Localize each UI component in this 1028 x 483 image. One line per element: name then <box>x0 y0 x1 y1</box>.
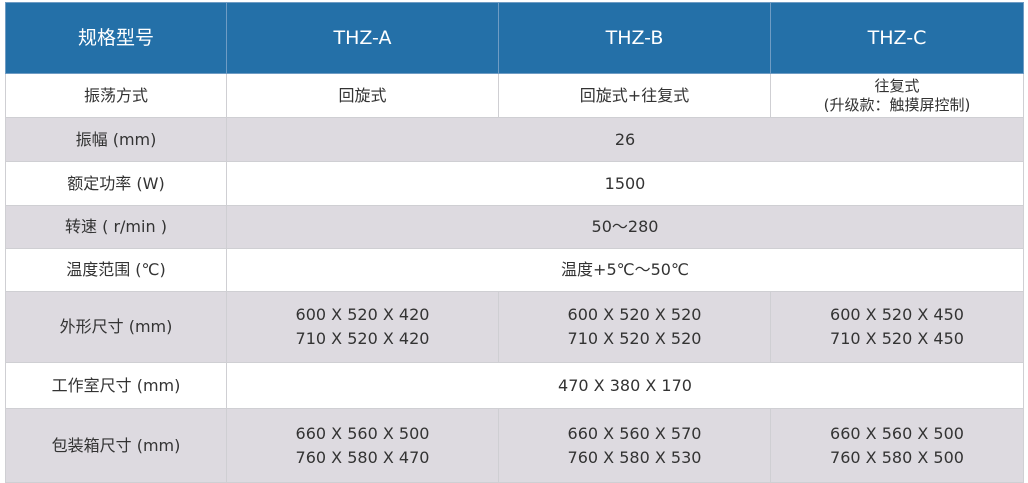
cell-b: 600 X 520 X 520 710 X 520 X 520 <box>498 291 771 363</box>
header-thz-c: THZ-C <box>770 2 1024 74</box>
row-label: 额定功率 (W) <box>5 161 227 206</box>
size-line: 760 X 580 X 530 <box>567 447 702 467</box>
size-line: 760 X 580 X 470 <box>295 447 430 467</box>
cell-b: 回旋式+往复式 <box>498 73 771 118</box>
row-label: 包装箱尺寸 (mm) <box>5 408 227 483</box>
cell-a: 600 X 520 X 420 710 X 520 X 420 <box>226 291 499 363</box>
row-package-size: 包装箱尺寸 (mm) 660 X 560 X 500 760 X 580 X 47… <box>5 408 1024 483</box>
row-outer-size: 外形尺寸 (mm) 600 X 520 X 420 710 X 520 X 420… <box>5 291 1024 363</box>
header-thz-a: THZ-A <box>226 2 499 74</box>
header-model: 规格型号 <box>5 2 227 74</box>
size-line: 600 X 520 X 450 <box>830 305 964 324</box>
cell-c: 600 X 520 X 450 710 X 520 X 450 <box>770 291 1024 363</box>
cell-c-line2: (升级款：触摸屏控制) <box>823 95 971 114</box>
size-line: 660 X 560 X 500 <box>830 423 964 443</box>
cell-value: 温度+5℃～50℃ <box>226 248 1024 292</box>
size-line: 760 X 580 X 500 <box>830 447 964 467</box>
cell-c-line1: 往复式 <box>874 76 920 95</box>
row-label: 转速 ( r/min ) <box>5 205 227 249</box>
header-row: 规格型号 THZ-A THZ-B THZ-C <box>5 2 1024 74</box>
row-oscillation: 振荡方式 回旋式 回旋式+往复式 往复式 (升级款：触摸屏控制) <box>5 73 1024 118</box>
cell-value: 470 X 380 X 170 <box>226 362 1024 409</box>
cell-value: 1500 <box>226 161 1024 206</box>
cell-value: 26 <box>226 117 1024 162</box>
size-line: 660 X 560 X 570 <box>567 423 702 443</box>
size-line: 600 X 520 X 420 <box>295 305 430 324</box>
size-line: 600 X 520 X 520 <box>567 305 702 324</box>
row-label: 振幅 (mm) <box>5 117 227 162</box>
row-label: 温度范围 (℃) <box>5 248 227 292</box>
row-chamber-size: 工作室尺寸 (mm) 470 X 380 X 170 <box>5 362 1024 409</box>
row-label: 工作室尺寸 (mm) <box>5 362 227 409</box>
cell-a: 660 X 560 X 500 760 X 580 X 470 <box>226 408 499 483</box>
row-label: 振荡方式 <box>5 73 227 118</box>
size-line: 710 X 520 X 450 <box>830 329 964 348</box>
row-speed: 转速 ( r/min ) 50～280 <box>5 205 1024 249</box>
cell-c: 660 X 560 X 500 760 X 580 X 500 <box>770 408 1024 483</box>
header-thz-b: THZ-B <box>498 2 771 74</box>
cell-b: 660 X 560 X 570 760 X 580 X 530 <box>498 408 771 483</box>
cell-c: 往复式 (升级款：触摸屏控制) <box>770 73 1024 118</box>
size-line: 660 X 560 X 500 <box>295 423 430 443</box>
row-temperature: 温度范围 (℃) 温度+5℃～50℃ <box>5 248 1024 292</box>
row-amplitude: 振幅 (mm) 26 <box>5 117 1024 162</box>
cell-a: 回旋式 <box>226 73 499 118</box>
row-label: 外形尺寸 (mm) <box>5 291 227 363</box>
cell-value: 50～280 <box>226 205 1024 249</box>
size-line: 710 X 520 X 420 <box>295 329 430 348</box>
row-power: 额定功率 (W) 1500 <box>5 161 1024 206</box>
size-line: 710 X 520 X 520 <box>567 329 702 348</box>
spec-table: 规格型号 THZ-A THZ-B THZ-C 振荡方式 回旋式 回旋式+往复式 … <box>5 2 1024 483</box>
